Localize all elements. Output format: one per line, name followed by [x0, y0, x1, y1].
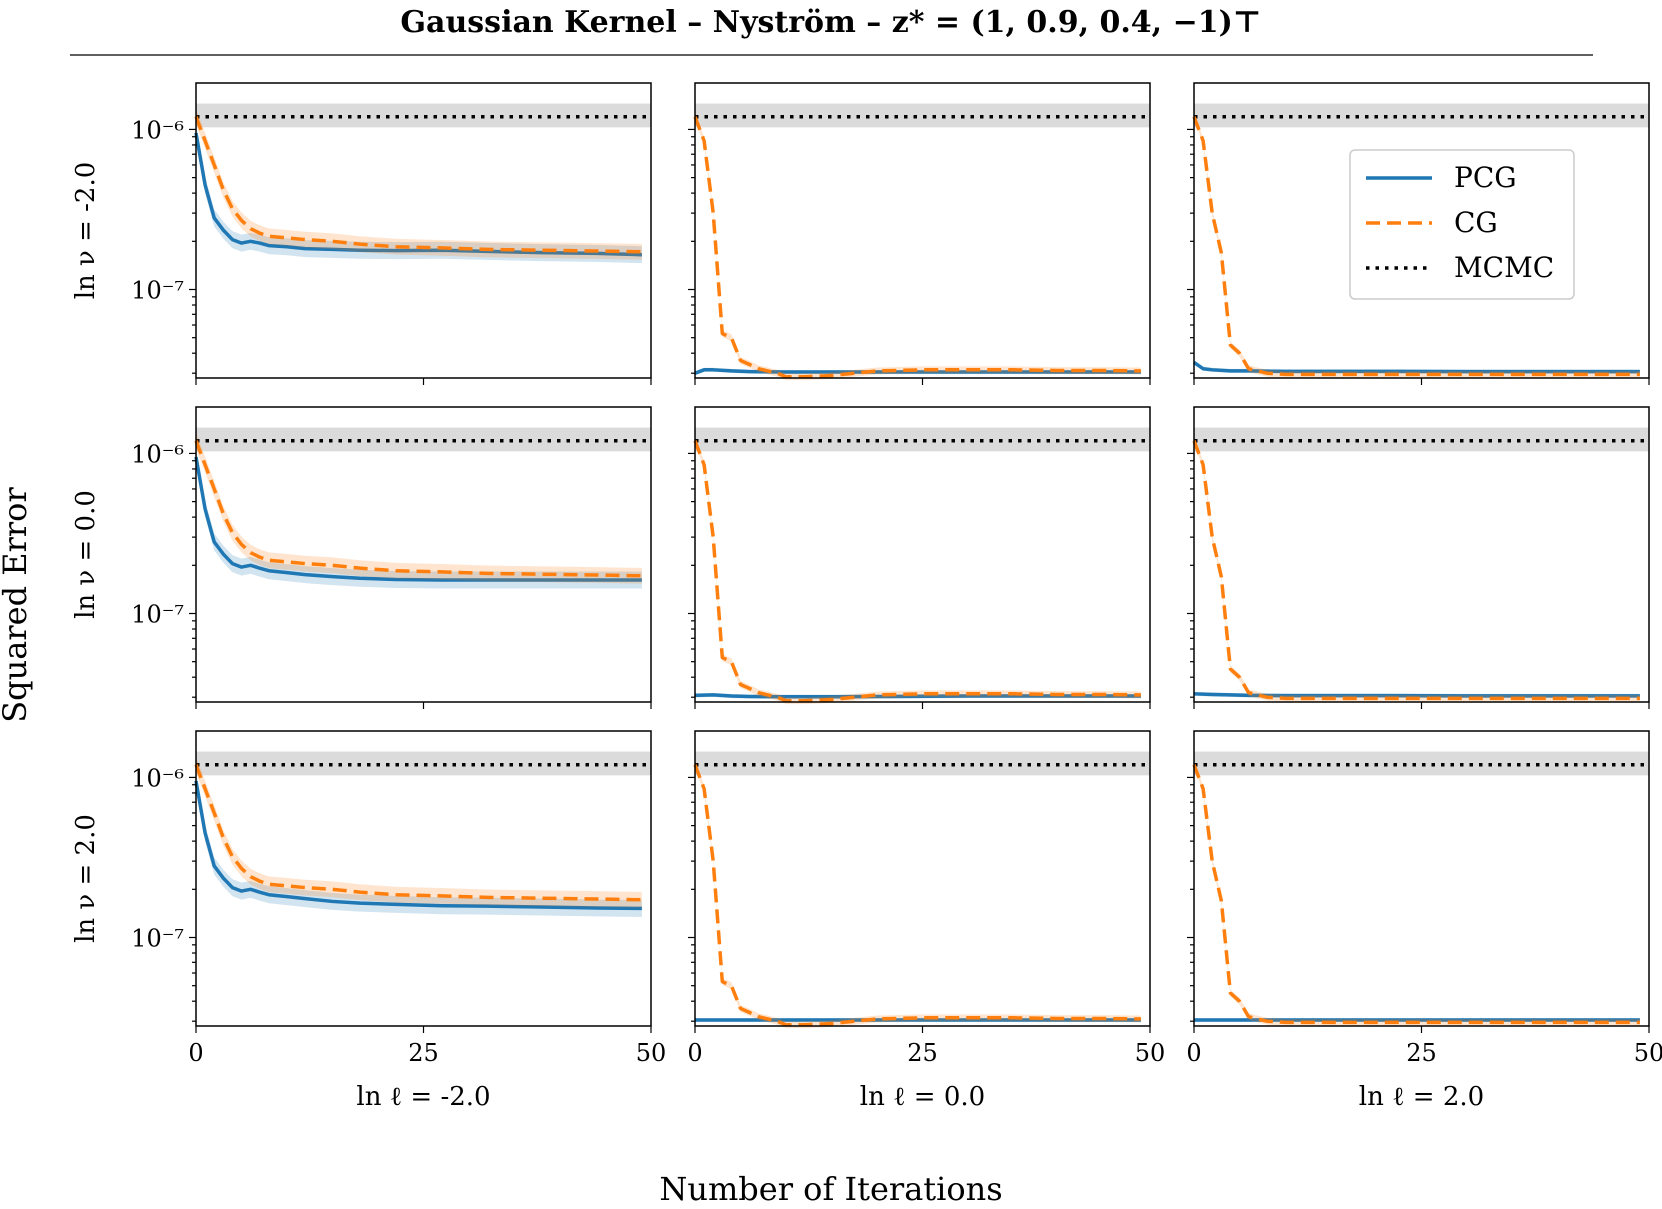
x-tick-label: 50 [636, 1039, 667, 1067]
pcg-line [694, 693, 1141, 699]
panel-r1-c0: 10⁻⁶ 10⁻⁷ ln ν = 0.0 [71, 406, 652, 709]
figure-title: Gaussian Kernel – Nyström – z* = (1, 0.9… [400, 5, 1261, 40]
row-label: ln ν = 2.0 [71, 814, 101, 943]
mcmc-band [1194, 427, 1649, 452]
cg-line [194, 116, 642, 254]
panel-r0-c0: 10⁻⁶ 10⁻⁷ ln ν = -2.0 [71, 82, 652, 385]
cg-line [693, 116, 1141, 379]
x-tick-label: 0 [188, 1039, 203, 1067]
cg-line [1192, 764, 1640, 1025]
legend-label-mcmc: MCMC [1454, 251, 1554, 284]
cg-line [693, 764, 1141, 1027]
y-tick-label: 10⁻⁶ [131, 116, 184, 144]
cg-band [695, 437, 1141, 705]
mcmc-band [1194, 751, 1649, 776]
mcmc-band [695, 751, 1150, 776]
cg-line [693, 440, 1141, 703]
column-label: ln ℓ = -2.0 [356, 1082, 490, 1112]
mcmc-band [196, 427, 651, 452]
legend: PCG CG MCMC [1349, 149, 1575, 300]
x-tick-label: 50 [1634, 1039, 1662, 1067]
panel-r2-c1: 0 25 50 ln ℓ = 0.0 [687, 730, 1166, 1112]
mcmc-band [196, 751, 651, 776]
pcg-line [1193, 692, 1640, 698]
pcg-line [1193, 361, 1640, 374]
cg-band [1194, 761, 1640, 1026]
y-tick-label: 10⁻⁷ [131, 601, 184, 629]
y-tick-label: 10⁻⁶ [131, 440, 184, 468]
mcmc-band [695, 427, 1150, 452]
cg-line [194, 764, 642, 902]
pcg-band [196, 772, 642, 917]
mcmc-band [196, 103, 651, 128]
cg-band [196, 432, 642, 584]
cg-line [194, 440, 642, 578]
x-tick-label: 25 [907, 1039, 938, 1067]
row-label: ln ν = 0.0 [71, 490, 101, 619]
mcmc-band [695, 103, 1150, 128]
x-axis-label: Number of Iterations [659, 1170, 1002, 1208]
cg-line [1192, 440, 1640, 701]
pcg-line [194, 132, 642, 257]
panel-r0-c1 [688, 82, 1151, 385]
row-label: ln ν = -2.0 [71, 162, 101, 300]
cg-band [196, 756, 642, 908]
cg-band [695, 113, 1141, 381]
panel-r1-c1 [688, 406, 1151, 709]
y-tick-label: 10⁻⁷ [131, 277, 184, 305]
column-label: ln ℓ = 0.0 [860, 1082, 985, 1112]
y-tick-label: 10⁻⁶ [131, 764, 184, 792]
panel-grid: 10⁻⁶10⁻⁷ln ν = -2.010⁻⁶10⁻⁷ln ν = 0.010⁻… [71, 82, 1662, 1112]
panel-r0-c2 [1187, 82, 1650, 385]
y-tick-label: 10⁻⁷ [131, 925, 184, 953]
cg-band [695, 761, 1141, 1029]
legend-label-cg: CG [1454, 206, 1498, 239]
x-tick-label: 50 [1135, 1039, 1166, 1067]
x-tick-label: 0 [687, 1039, 702, 1067]
cg-band [196, 108, 642, 260]
panel-r2-c0: 10⁻⁶ 10⁻⁷ ln ν = 2.0 0 25 50 ln ℓ = -2.0 [71, 730, 667, 1112]
panel-r2-c2: 0 25 50 ln ℓ = 2.0 [1186, 730, 1662, 1112]
legend-box [1349, 149, 1575, 300]
mcmc-band [1194, 103, 1649, 128]
x-tick-label: 25 [1406, 1039, 1437, 1067]
legend-label-pcg: PCG [1454, 161, 1517, 194]
cg-band [1194, 437, 1640, 702]
pcg-line [194, 456, 642, 582]
panel-r1-c2 [1187, 406, 1650, 709]
pcg-line [194, 780, 642, 911]
column-label: ln ℓ = 2.0 [1359, 1082, 1484, 1112]
x-tick-label: 0 [1186, 1039, 1201, 1067]
cg-line [1192, 116, 1640, 377]
x-tick-label: 25 [408, 1039, 439, 1067]
y-axis-label: Squared Error [0, 487, 34, 723]
pcg-line [694, 368, 1141, 375]
